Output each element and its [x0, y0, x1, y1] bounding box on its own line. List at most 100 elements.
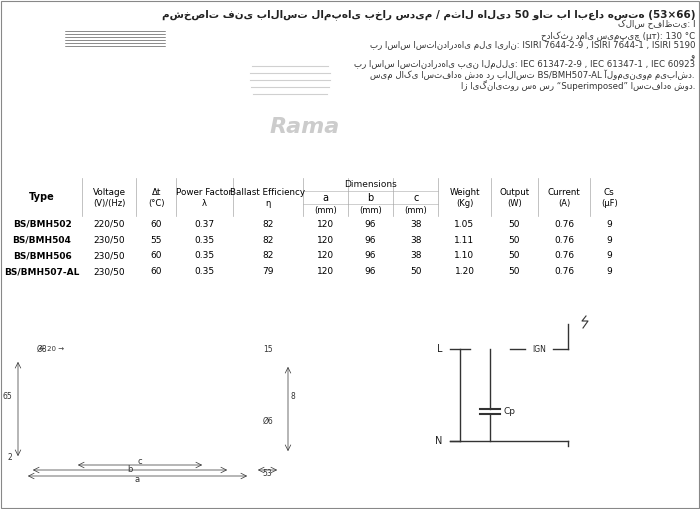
Bar — [302, 264, 348, 280]
Bar — [82, 248, 136, 264]
Bar — [438, 216, 491, 232]
Text: بر اساس استانداردهای بین المللی: IEC 61347-2-9 , IEC 61347-1 , IEC 60923: بر اساس استانداردهای بین المللی: IEC 613… — [354, 60, 695, 69]
Bar — [136, 232, 176, 248]
Text: c: c — [413, 192, 419, 203]
Bar — [136, 216, 176, 232]
Bar — [2, 216, 698, 232]
Text: 82: 82 — [262, 219, 274, 229]
Polygon shape — [85, 366, 195, 451]
Bar — [175, 77, 183, 82]
Bar — [302, 248, 348, 264]
Bar — [228, 417, 238, 425]
Bar — [348, 232, 393, 248]
Bar — [438, 248, 491, 264]
Text: (μF): (μF) — [601, 199, 617, 208]
Bar — [233, 264, 302, 280]
Text: Rama: Rama — [270, 117, 340, 137]
Bar — [0, 312, 700, 509]
Bar — [590, 216, 629, 232]
Text: 79: 79 — [262, 268, 274, 276]
Text: لامپ: لامپ — [522, 163, 559, 176]
Bar — [176, 232, 233, 248]
Bar — [348, 216, 393, 232]
Circle shape — [51, 449, 57, 455]
Text: 230/50: 230/50 — [93, 251, 125, 261]
Bar — [2, 216, 82, 232]
Text: 0.76: 0.76 — [554, 251, 574, 261]
Text: Voltage: Voltage — [92, 187, 126, 196]
Circle shape — [44, 88, 52, 96]
Bar — [233, 216, 302, 232]
Text: 96: 96 — [365, 268, 377, 276]
Text: (°C): (°C) — [148, 199, 164, 208]
Text: 0.35: 0.35 — [195, 268, 215, 276]
Text: بر اساس استانداردهای ملی ایران: ISIRI 7644-2-9 , ISIRI 7644-1 , ISIRI 5190: بر اساس استانداردهای ملی ایران: ISIRI 76… — [370, 41, 695, 50]
Bar — [393, 216, 438, 232]
Bar — [228, 429, 238, 437]
Text: (Kg): (Kg) — [456, 199, 473, 208]
Text: L: L — [437, 344, 442, 354]
Text: Ø6: Ø6 — [262, 416, 274, 426]
Bar — [590, 264, 629, 280]
Text: 0.37: 0.37 — [195, 219, 215, 229]
Text: Type: Type — [29, 192, 55, 202]
Bar — [136, 248, 176, 264]
Text: (mm): (mm) — [359, 206, 382, 214]
Bar — [2, 264, 82, 280]
Bar — [438, 264, 491, 280]
Bar — [302, 232, 348, 248]
Text: 50: 50 — [508, 268, 520, 276]
Text: 0.35: 0.35 — [195, 251, 215, 261]
Text: (A): (A) — [558, 199, 570, 208]
Text: 220/50: 220/50 — [93, 219, 125, 229]
Bar — [82, 216, 136, 232]
Text: 1.10: 1.10 — [454, 251, 475, 261]
Text: 65: 65 — [2, 392, 12, 401]
Text: IGN: IGN — [532, 345, 546, 353]
Bar — [55, 24, 175, 104]
Text: BS/BMH506: BS/BMH506 — [13, 251, 71, 261]
Bar — [538, 248, 590, 264]
Text: 120: 120 — [316, 251, 334, 261]
Text: (W): (W) — [507, 199, 522, 208]
Bar — [82, 264, 136, 280]
Text: 53: 53 — [262, 469, 272, 478]
Polygon shape — [70, 361, 210, 457]
Polygon shape — [175, 9, 190, 104]
Text: 55: 55 — [150, 236, 162, 244]
Bar — [0, 0, 700, 159]
Text: 230/50: 230/50 — [93, 268, 125, 276]
Text: 1.11: 1.11 — [454, 236, 475, 244]
Circle shape — [37, 441, 43, 447]
Text: 120: 120 — [316, 236, 334, 244]
Text: BS/BMH504: BS/BMH504 — [13, 236, 71, 244]
Text: از ایگنایتور سه سر “Superimposed” استفاده شود.: از ایگنایتور سه سر “Superimposed” استفاد… — [461, 80, 695, 91]
Text: Current: Current — [547, 187, 580, 196]
Text: ← 20 →: ← 20 → — [39, 346, 64, 352]
Polygon shape — [205, 359, 245, 459]
Bar — [538, 232, 590, 248]
Bar — [590, 248, 629, 264]
Text: 9: 9 — [606, 251, 612, 261]
Text: 120: 120 — [316, 268, 334, 276]
Polygon shape — [25, 359, 70, 459]
Bar — [491, 216, 538, 232]
Text: BS/BMH507-AL: BS/BMH507-AL — [4, 268, 80, 276]
Text: Δt: Δt — [151, 187, 161, 196]
Bar — [260, 408, 274, 414]
Bar — [2, 161, 491, 178]
Text: 9: 9 — [606, 268, 612, 276]
Bar — [233, 232, 302, 248]
Circle shape — [37, 364, 47, 374]
Circle shape — [37, 449, 43, 455]
Text: 38: 38 — [410, 236, 421, 244]
Text: 82: 82 — [262, 251, 274, 261]
Text: η: η — [265, 199, 271, 208]
Bar — [175, 70, 183, 75]
Text: BS/BMH502: BS/BMH502 — [13, 219, 71, 229]
Bar — [176, 264, 233, 280]
Text: a: a — [135, 474, 140, 484]
Text: (mm): (mm) — [314, 206, 337, 214]
Text: Power Factor: Power Factor — [176, 187, 232, 196]
Bar — [233, 248, 302, 264]
